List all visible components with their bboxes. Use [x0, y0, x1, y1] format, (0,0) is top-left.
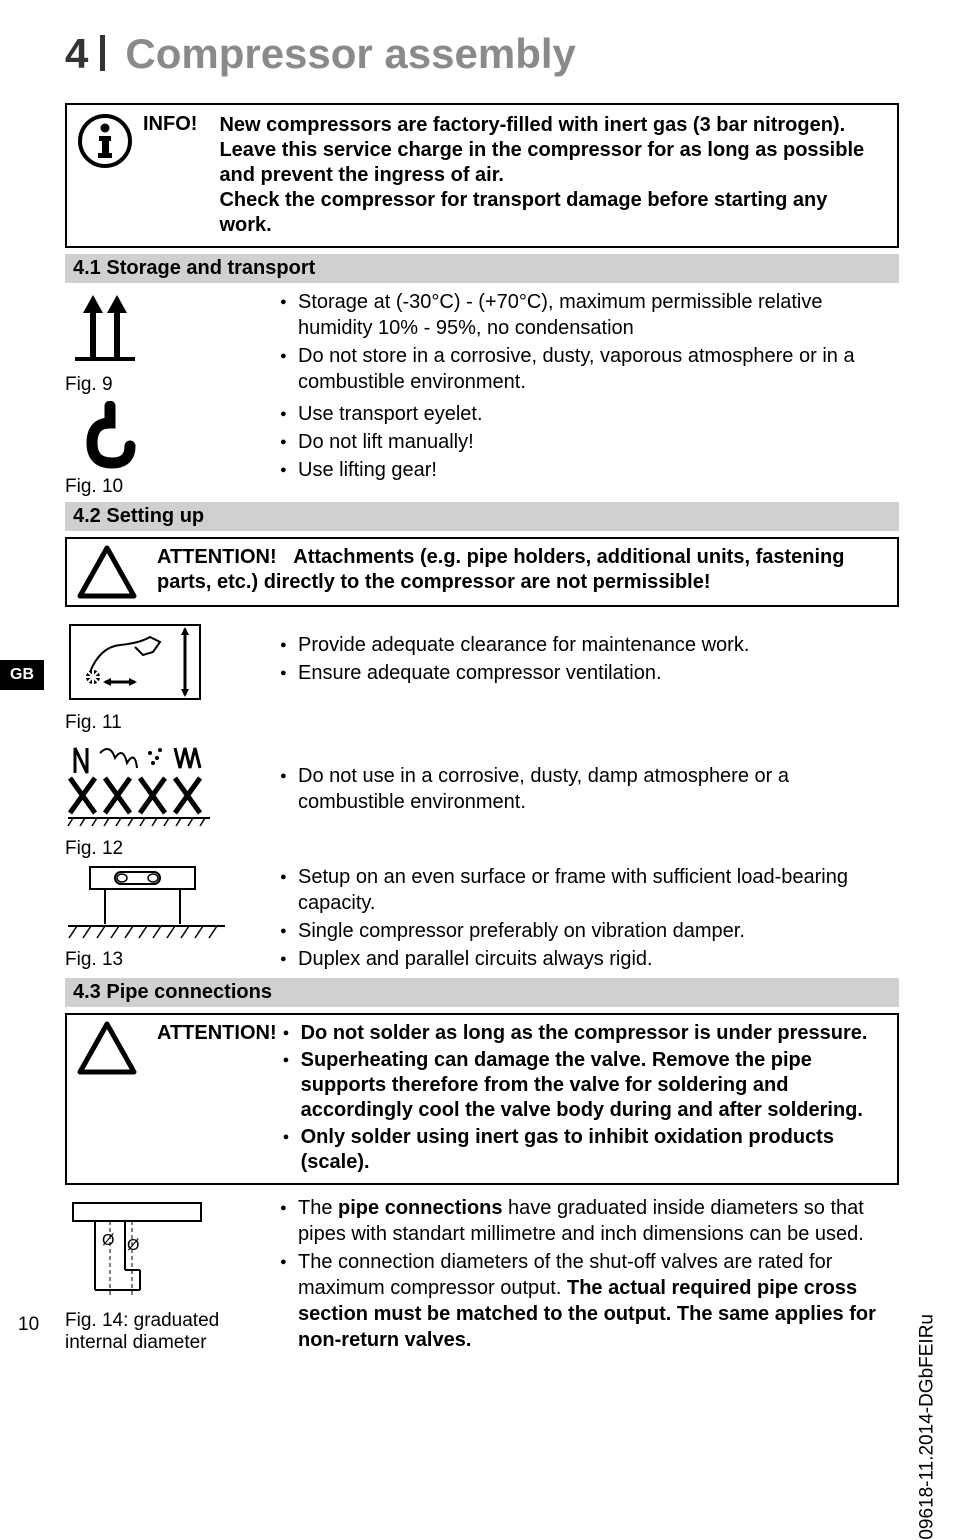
info-box: INFO! New compressors are factory-filled…	[65, 103, 899, 248]
bullets-41b: Use transport eyelet. Do not lift manual…	[280, 401, 899, 483]
fig14-label-b: internal diameter	[65, 1332, 280, 1354]
attention-label: ATTENTION!	[157, 546, 277, 568]
fig11-label: Fig. 11	[65, 712, 280, 734]
info-label: INFO!	[143, 105, 207, 246]
list-item: Do not use in a corrosive, dusty, damp a…	[280, 763, 899, 815]
list-item: Duplex and parallel circuits always rigi…	[280, 946, 899, 972]
svg-text:Ø: Ø	[102, 1232, 114, 1249]
section-43-heading: 4.3 Pipe connections	[65, 978, 899, 1007]
title-text: Compressor assembly	[125, 30, 576, 78]
warning-triangle-icon	[77, 1021, 137, 1075]
info-icon	[77, 113, 133, 169]
bullets-42a: Provide adequate clearance for maintenan…	[280, 632, 899, 686]
list-item: Superheating can damage the valve. Remov…	[283, 1048, 887, 1123]
page-number: 10	[18, 1314, 39, 1336]
list-item: Storage at (-30°C) - (+70°C), maximum pe…	[280, 289, 899, 341]
bullets-42b: Do not use in a corrosive, dusty, damp a…	[280, 763, 899, 815]
fig14-label-a: Fig. 14: graduated	[65, 1310, 280, 1332]
title-number: 4	[65, 30, 88, 78]
document-code: 09618-11.2014-DGbFEIRu	[917, 1314, 939, 1540]
language-tab: GB	[0, 660, 44, 690]
list-item: Do not lift manually!	[280, 429, 899, 455]
page-title: 4 Compressor assembly	[65, 30, 899, 78]
info-text: New compressors are factory-filled with …	[207, 105, 897, 246]
list-item: Use lifting gear!	[280, 457, 899, 483]
attention-label: ATTENTION!	[157, 1022, 277, 1044]
row-fig10: Fig. 10 Use transport eyelet. Do not lif…	[65, 401, 899, 498]
arrows-up-icon	[65, 289, 145, 369]
list-item: The pipe connections have graduated insi…	[280, 1195, 899, 1247]
pipe-diameter-icon: Ø Ø	[65, 1195, 210, 1305]
clearance-icon	[65, 617, 205, 707]
svg-text:Ø: Ø	[127, 1237, 139, 1254]
bullets-42c: Setup on an even surface or frame with s…	[280, 864, 899, 972]
section-41-heading: 4.1 Storage and transport	[65, 254, 899, 283]
list-item: The connection diameters of the shut-off…	[280, 1249, 899, 1353]
row-fig13: Fig. 13 Setup on an even surface or fram…	[65, 864, 899, 974]
row-fig12: Fig. 12 Do not use in a corrosive, dusty…	[65, 738, 899, 860]
warning-triangle-icon	[77, 545, 137, 599]
title-divider	[100, 35, 105, 71]
list-item: Single compressor preferably on vibratio…	[280, 918, 899, 944]
fig10-label: Fig. 10	[65, 476, 280, 498]
fig9-label: Fig. 9	[65, 374, 280, 396]
attention-text	[282, 546, 293, 568]
list-item: Provide adequate clearance for maintenan…	[280, 632, 899, 658]
section-42-heading: 4.2 Setting up	[65, 502, 899, 531]
fig12-label: Fig. 12	[65, 838, 280, 860]
attention-box-43: ATTENTION! Do not solder as long as the …	[65, 1013, 899, 1185]
row-fig9: Fig. 9 Storage at (-30°C) - (+70°C), max…	[65, 289, 899, 397]
attention-bullets-43: Do not solder as long as the compressor …	[283, 1021, 887, 1177]
list-item: Do not store in a corrosive, dusty, vapo…	[280, 343, 899, 395]
list-item: Use transport eyelet.	[280, 401, 899, 427]
fig13-label: Fig. 13	[65, 949, 280, 971]
list-item: Setup on an even surface or frame with s…	[280, 864, 899, 916]
no-environment-icon	[65, 738, 225, 833]
info-icon-cell	[67, 105, 143, 246]
list-item: Do not solder as long as the compressor …	[283, 1021, 887, 1046]
hook-icon	[80, 401, 140, 471]
bullets-41a: Storage at (-30°C) - (+70°C), maximum pe…	[280, 289, 899, 395]
surface-icon	[65, 864, 230, 944]
row-fig14: Ø Ø Fig. 14: graduated internal diameter…	[65, 1195, 899, 1355]
list-item: Only solder using inert gas to inhibit o…	[283, 1125, 887, 1175]
attention-box-42: ATTENTION! Attachments (e.g. pipe holder…	[65, 537, 899, 607]
bullets-43: The pipe connections have graduated insi…	[280, 1195, 899, 1353]
row-fig11: Fig. 11 Provide adequate clearance for m…	[65, 617, 899, 734]
list-item: Ensure adequate compressor ventilation.	[280, 660, 899, 686]
